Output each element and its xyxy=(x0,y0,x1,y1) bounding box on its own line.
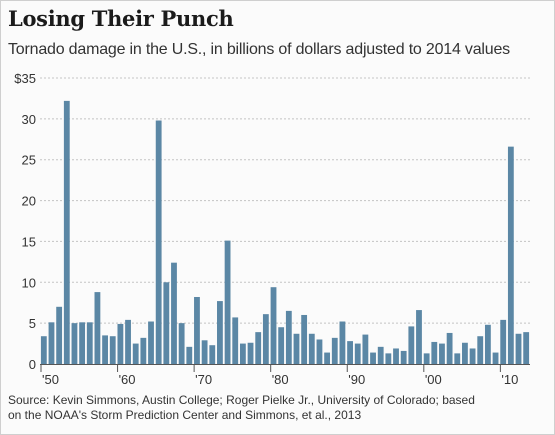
y-tick-label: 10 xyxy=(22,275,36,290)
y-tick-label: 15 xyxy=(22,234,36,249)
bar-2007 xyxy=(477,336,484,364)
x-tick-label: '00 xyxy=(425,372,442,387)
bar-2006 xyxy=(469,348,476,364)
bar-2012 xyxy=(515,333,522,364)
chart-title: Losing Their Punch xyxy=(8,6,234,31)
bar-1977 xyxy=(247,342,254,364)
bar-1996 xyxy=(393,348,399,364)
bar-2003 xyxy=(446,332,453,364)
bar-1993 xyxy=(370,352,376,364)
x-tick-label: '50 xyxy=(42,372,59,387)
bar-1958 xyxy=(102,335,108,364)
y-tick-label: 25 xyxy=(22,153,36,168)
bar-1953 xyxy=(63,100,70,364)
bar-1972 xyxy=(209,345,216,364)
gridlines xyxy=(40,77,530,324)
chart-subtitle: Tornado damage in the U.S., in billions … xyxy=(8,41,510,58)
y-tick-label: 0 xyxy=(29,357,36,372)
bar-2000 xyxy=(423,353,430,364)
x-tick-label: '10 xyxy=(501,372,518,387)
bar-1957 xyxy=(94,292,101,364)
bar-1976 xyxy=(239,343,246,364)
bar-2004 xyxy=(454,353,461,364)
bar-2009 xyxy=(492,352,499,364)
bar-2005 xyxy=(462,342,468,364)
bar-1997 xyxy=(400,350,407,364)
bar-1979 xyxy=(262,314,269,364)
bar-1988 xyxy=(331,337,338,364)
bar-1995 xyxy=(385,353,392,364)
bar-1955 xyxy=(79,322,86,364)
source-note: Source: Kevin Simmons, Austin College; R… xyxy=(8,393,475,422)
bar-1985 xyxy=(308,333,315,364)
bar-1992 xyxy=(362,334,369,364)
bar-1959 xyxy=(109,336,116,364)
bar-1981 xyxy=(278,327,285,364)
x-tick-label: '60 xyxy=(119,372,136,387)
bars xyxy=(40,100,530,365)
x-tick-label: '70 xyxy=(195,372,212,387)
y-tick-label: 30 xyxy=(22,112,36,127)
y-tick-label: $35 xyxy=(14,71,36,86)
bar-2001 xyxy=(431,341,438,364)
x-axis: '50 '60 '70 '80 '90 '00 '10 xyxy=(40,364,530,387)
bar-1983 xyxy=(293,333,300,364)
bar-1966 xyxy=(163,282,170,364)
bar-2010 xyxy=(500,319,507,364)
y-tick-label: 5 xyxy=(29,316,36,331)
bar-1969 xyxy=(186,346,193,364)
bar-1956 xyxy=(86,322,93,364)
bar-1986 xyxy=(316,339,323,364)
bar-1971 xyxy=(201,340,208,364)
bar-1964 xyxy=(148,321,154,364)
bar-1973 xyxy=(217,301,223,364)
bar-1989 xyxy=(339,321,346,364)
x-tick-label: '80 xyxy=(272,372,289,387)
bar-1994 xyxy=(377,346,384,364)
bar-2002 xyxy=(439,343,445,364)
bar-2008 xyxy=(484,324,491,364)
bar-1965 xyxy=(155,120,162,365)
bar-1950 xyxy=(40,336,47,364)
x-tick-label: '90 xyxy=(348,372,365,387)
bar-1991 xyxy=(354,343,361,364)
bar-1978 xyxy=(255,332,262,364)
bar-1954 xyxy=(71,323,78,364)
bar-1963 xyxy=(140,337,147,364)
bar-1998 xyxy=(408,326,415,364)
bar-1980 xyxy=(270,287,277,364)
bar-1952 xyxy=(56,306,63,364)
bar-1970 xyxy=(194,296,200,364)
bar-1962 xyxy=(132,343,139,364)
bar-2013 xyxy=(523,332,530,364)
y-tick-label: 20 xyxy=(22,194,36,209)
bar-1960 xyxy=(117,323,124,364)
bar-1987 xyxy=(324,352,331,364)
bar-1951 xyxy=(48,322,55,364)
bar-1975 xyxy=(232,317,239,364)
bar-1999 xyxy=(416,310,422,364)
bar-1967 xyxy=(171,262,177,364)
bar-2011 xyxy=(507,146,514,364)
bar-1961 xyxy=(125,319,131,364)
bar-1990 xyxy=(347,341,353,364)
y-axis-labels: 0 5 10 15 20 25 30 $35 xyxy=(14,71,36,372)
bar-1982 xyxy=(285,310,292,364)
bar-1974 xyxy=(224,240,231,364)
bar-1968 xyxy=(178,323,185,364)
bar-1984 xyxy=(301,314,308,364)
